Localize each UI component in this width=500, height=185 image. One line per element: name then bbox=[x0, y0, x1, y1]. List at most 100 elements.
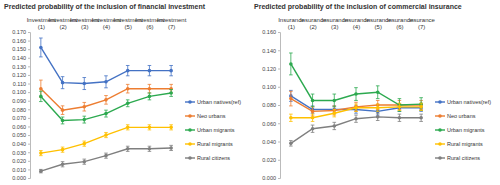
legend-marker bbox=[188, 142, 192, 146]
error-bar-cap bbox=[332, 106, 336, 107]
y-tick-mark bbox=[28, 126, 30, 127]
data-point bbox=[354, 92, 358, 96]
error-bar-cap bbox=[169, 75, 173, 76]
error-bar-cap bbox=[104, 158, 108, 159]
series-line bbox=[41, 148, 171, 171]
legend-label: Urban natives(ref) bbox=[447, 99, 491, 105]
y-tick-mark bbox=[28, 32, 30, 33]
error-bar bbox=[39, 151, 43, 156]
data-point bbox=[354, 117, 358, 121]
error-bar bbox=[82, 116, 86, 123]
error-bar-cap bbox=[61, 117, 65, 118]
legend-entry: Rural migrants bbox=[435, 141, 483, 147]
error-bar-cap bbox=[398, 111, 402, 112]
y-tick-label: 0.160 bbox=[12, 38, 26, 44]
legend-marker bbox=[438, 128, 442, 132]
error-bar bbox=[148, 125, 152, 130]
x-tick-label: Investment(7) bbox=[157, 17, 187, 30]
error-bar bbox=[39, 91, 43, 101]
series bbox=[289, 113, 423, 146]
error-bar-cap bbox=[61, 166, 65, 167]
error-bar bbox=[311, 114, 315, 121]
y-tick-mark bbox=[28, 92, 30, 93]
data-point bbox=[148, 147, 152, 151]
error-bar-cap bbox=[126, 84, 130, 85]
series bbox=[39, 38, 173, 90]
error-bar-cap bbox=[398, 110, 402, 111]
y-tick-label: 0.060 bbox=[12, 124, 26, 130]
error-bar-cap bbox=[419, 121, 423, 122]
y-tick: 0.060 bbox=[262, 121, 280, 127]
error-bar-cap bbox=[169, 150, 173, 151]
error-bar-cap bbox=[82, 141, 86, 142]
error-bar-cap bbox=[104, 137, 108, 138]
error-bar-cap bbox=[126, 146, 130, 147]
error-bar bbox=[376, 104, 380, 111]
data-point bbox=[61, 162, 65, 166]
legend-entry: Urban migrants bbox=[435, 127, 485, 133]
error-bar-cap bbox=[39, 38, 43, 39]
y-tick-label: 0.110 bbox=[13, 81, 26, 87]
legend-entry: Rural citizens bbox=[435, 155, 480, 161]
error-bar bbox=[126, 65, 130, 75]
x-tick-label-line: (4) bbox=[103, 24, 110, 30]
y-tick-mark bbox=[28, 161, 30, 162]
error-bar bbox=[311, 125, 315, 132]
y-tick: 0.070 bbox=[12, 115, 30, 121]
data-point bbox=[82, 118, 86, 122]
data-point bbox=[376, 115, 380, 119]
error-bar-cap bbox=[169, 124, 173, 125]
error-bar-cap bbox=[61, 88, 65, 89]
error-bar bbox=[332, 110, 336, 117]
error-bar bbox=[39, 80, 43, 97]
error-bar-cap bbox=[148, 84, 152, 85]
y-tick-mark bbox=[278, 69, 280, 70]
data-point bbox=[332, 99, 336, 103]
y-tick-mark bbox=[278, 87, 280, 88]
y-tick: 0.000 bbox=[262, 175, 280, 181]
data-point bbox=[148, 95, 152, 99]
data-point bbox=[61, 119, 65, 123]
y-tick-mark bbox=[278, 160, 280, 161]
y-tick-mark bbox=[28, 58, 30, 59]
error-bar bbox=[126, 125, 130, 130]
x-tick-label-line: (2) bbox=[59, 24, 66, 30]
y-tick-mark bbox=[28, 66, 30, 67]
y-tick-mark bbox=[278, 105, 280, 106]
y-tick-mark bbox=[28, 152, 30, 153]
x-tick-label-line: (4) bbox=[353, 24, 360, 30]
error-bar-cap bbox=[39, 150, 43, 151]
y-tick: 0.160 bbox=[12, 38, 30, 44]
error-bar-cap bbox=[419, 114, 423, 115]
x-tick-label-line: (5) bbox=[125, 24, 132, 30]
y-tick: 0.080 bbox=[12, 107, 30, 113]
error-bar bbox=[398, 114, 402, 121]
y-tick-mark bbox=[28, 75, 30, 76]
chart-title: Predicted probability of the inclusion o… bbox=[254, 3, 462, 11]
y-tick: 0.020 bbox=[262, 157, 280, 163]
error-bar-cap bbox=[354, 104, 358, 105]
error-bar-cap bbox=[104, 132, 108, 133]
legend: Urban natives(ref)Neo urbansUrban migran… bbox=[435, 99, 491, 161]
data-point bbox=[39, 87, 43, 91]
data-point bbox=[398, 105, 402, 109]
error-bar-cap bbox=[104, 75, 108, 76]
error-bar bbox=[61, 106, 65, 115]
error-bar bbox=[169, 65, 173, 75]
y-tick: 0.040 bbox=[12, 141, 30, 147]
error-bar-cap bbox=[332, 129, 336, 130]
x-tick-label-line: (1) bbox=[288, 24, 295, 30]
chart-canvas: Predicted probability of the inclusion o… bbox=[0, 0, 500, 185]
data-point bbox=[61, 148, 65, 152]
error-bar-cap bbox=[61, 152, 65, 153]
y-tick-label: 0.130 bbox=[12, 64, 26, 70]
series-line bbox=[41, 89, 171, 110]
x-tick-label-line: (5) bbox=[375, 24, 382, 30]
y-tick-mark bbox=[28, 41, 30, 42]
error-bar-cap bbox=[169, 84, 173, 85]
error-bar-cap bbox=[126, 151, 130, 152]
error-bar bbox=[148, 146, 152, 151]
data-point bbox=[332, 124, 336, 128]
error-bar-cap bbox=[61, 105, 65, 106]
legend-label: Rural migrants bbox=[447, 141, 483, 147]
